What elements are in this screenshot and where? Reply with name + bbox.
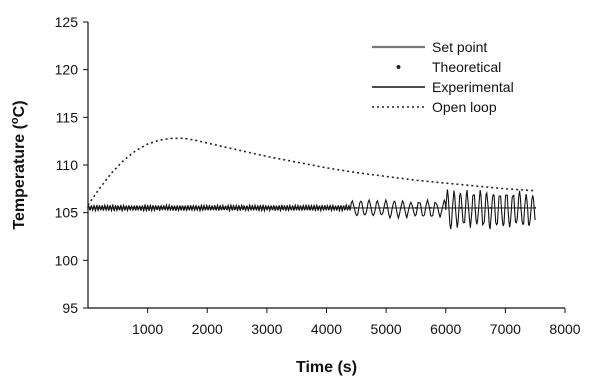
- theoretical-point: [280, 207, 283, 209]
- legend-label-experimental: Experimental: [432, 79, 514, 95]
- x-tick-label: 8000: [549, 321, 580, 337]
- y-tick-label: 125: [55, 14, 79, 30]
- legend-swatch-theoretical: [396, 65, 401, 69]
- series-layer: [87, 137, 537, 230]
- theoretical-point: [340, 207, 343, 209]
- y-tick-label: 110: [56, 157, 79, 173]
- theoretical-point: [310, 207, 313, 209]
- x-tick-label: 4000: [311, 321, 342, 337]
- theoretical-point: [355, 207, 358, 209]
- theoretical-point: [519, 207, 522, 209]
- theoretical-point: [265, 207, 268, 209]
- series-theoretical-markers: [87, 207, 537, 209]
- y-tick-label: 120: [55, 62, 79, 78]
- theoretical-point: [429, 207, 432, 209]
- theoretical-point: [534, 207, 537, 209]
- x-tick-label: 5000: [371, 321, 402, 337]
- y-tick-label: 105: [55, 205, 79, 221]
- theoretical-point: [295, 207, 298, 209]
- theoretical-point: [161, 207, 164, 209]
- theoretical-point: [400, 207, 402, 209]
- theoretical-point: [221, 207, 224, 209]
- x-axis-ticks: 1000 2000 3000 4000 5000 6000 7000 8000: [132, 308, 581, 337]
- x-tick-label: 1000: [132, 321, 163, 337]
- y-axis-title-superscript: o: [9, 117, 21, 124]
- theoretical-point: [415, 207, 417, 209]
- y-tick-label: 95: [62, 300, 78, 316]
- legend-label-set-point: Set point: [432, 39, 487, 55]
- theoretical-point: [206, 207, 209, 209]
- theoretical-point: [146, 207, 149, 209]
- x-tick-label: 7000: [490, 321, 521, 337]
- x-axis-title: Time (s): [296, 359, 357, 376]
- theoretical-point: [236, 207, 238, 209]
- x-tick-label: 2000: [192, 321, 223, 337]
- theoretical-point: [102, 207, 104, 209]
- y-tick-label: 100: [55, 252, 79, 268]
- legend-label-open-loop: Open loop: [432, 99, 497, 115]
- y-axis-title-main: Temperature (: [11, 123, 28, 229]
- y-axis-title-tail: C): [11, 100, 28, 117]
- theoretical-point: [251, 207, 253, 209]
- y-tick-label: 115: [56, 109, 79, 125]
- theoretical-point: [116, 207, 119, 209]
- theoretical-point: [459, 207, 462, 209]
- theoretical-point: [444, 207, 447, 209]
- theoretical-point: [504, 207, 507, 209]
- theoretical-point: [325, 207, 328, 209]
- theoretical-point: [474, 207, 477, 209]
- y-axis-ticks: 95 100 105 110 115 120 125: [55, 14, 88, 316]
- theoretical-point: [385, 207, 388, 209]
- theoretical-point: [176, 207, 179, 209]
- theoretical-point: [87, 207, 89, 209]
- theoretical-point: [191, 207, 194, 209]
- x-tick-label: 3000: [251, 321, 282, 337]
- series-open-loop-line: [87, 137, 536, 206]
- y-axis-title: Temperature (oC): [9, 100, 28, 229]
- theoretical-point: [370, 207, 373, 209]
- x-tick-label: 6000: [430, 321, 461, 337]
- legend: Set point Theoretical Experimental Open loo…: [372, 39, 514, 115]
- theoretical-point: [489, 207, 492, 209]
- theoretical-point: [131, 207, 134, 209]
- series-experimental-line: [87, 189, 536, 230]
- legend-label-theoretical: Theoretical: [432, 59, 501, 75]
